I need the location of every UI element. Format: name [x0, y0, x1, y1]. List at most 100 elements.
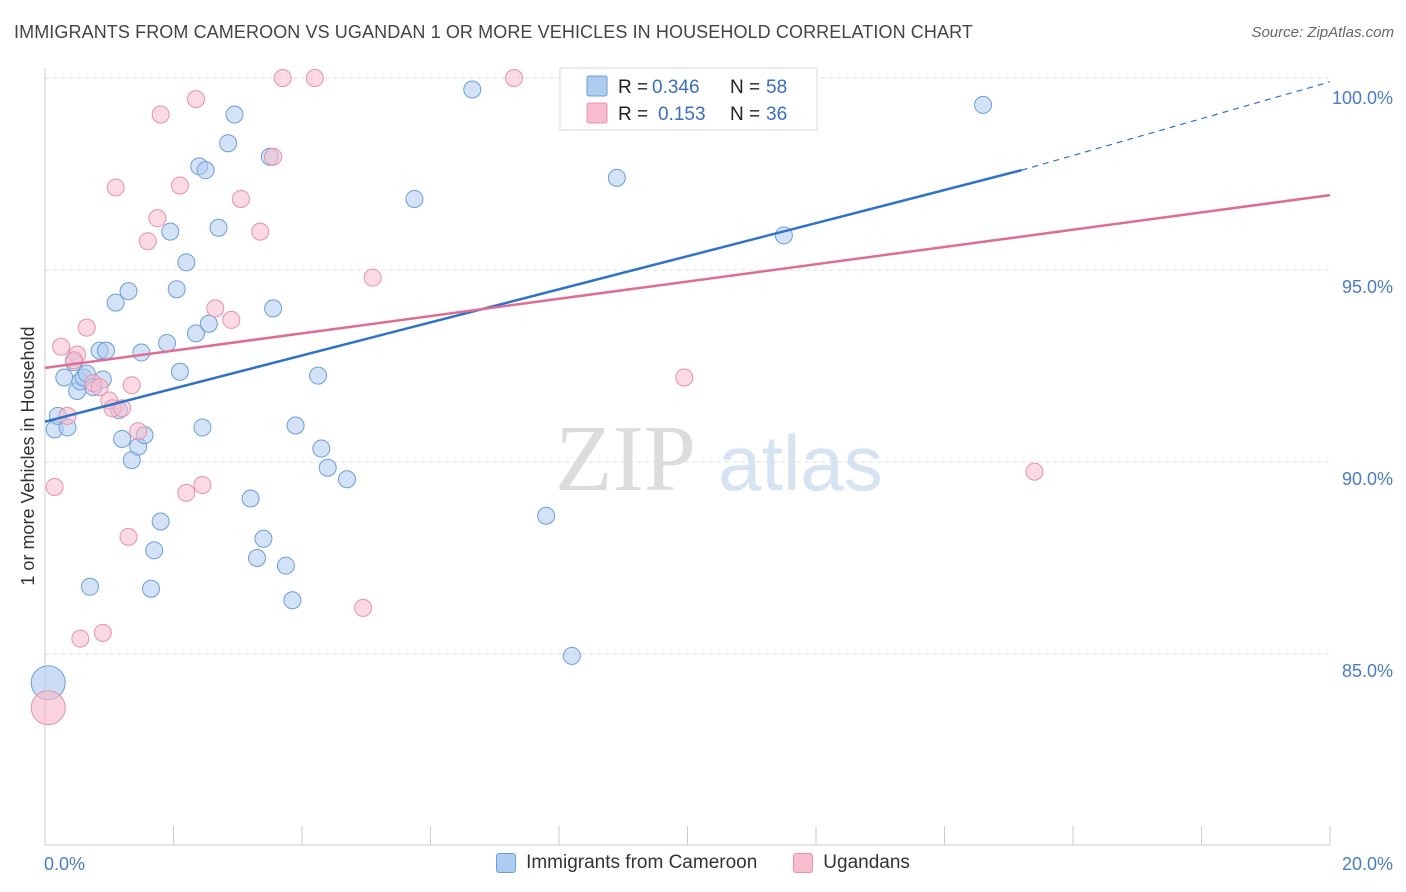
- stats-swatch-blue: [586, 75, 608, 97]
- point-blue-51: [562, 646, 581, 665]
- point-blue-13: [106, 293, 125, 312]
- point-blue-42: [283, 591, 302, 610]
- stats-n-label-1: N =: [730, 77, 760, 98]
- point-pink-35: [64, 351, 83, 370]
- point-pink-32: [505, 69, 524, 87]
- point-blue-25: [167, 280, 186, 299]
- point-pink-19: [170, 176, 189, 195]
- point-pink-7: [90, 378, 109, 397]
- legend-label-cameroon: Immigrants from Cameroon: [526, 852, 758, 873]
- point-blue-40: [264, 299, 283, 318]
- point-blue-19: [132, 343, 151, 362]
- legend-item-cameroon: Immigrants from Cameroon: [496, 852, 757, 874]
- point-pink-34: [1025, 462, 1044, 481]
- x-max-label: 20.0%: [1342, 854, 1393, 874]
- trendline-blue-extension: [1021, 81, 1331, 171]
- point-blue-27: [177, 253, 196, 272]
- point-blue-43: [286, 416, 305, 435]
- point-pink-4: [71, 629, 90, 648]
- stats-swatch-pink: [586, 102, 608, 124]
- point-pink-27: [264, 147, 283, 166]
- point-pink-25: [231, 189, 250, 208]
- point-blue-50: [537, 506, 556, 525]
- y-axis-label: 1 or more Vehicles in Household: [18, 326, 38, 585]
- y-tick-label-100: 100.0%: [1332, 88, 1393, 108]
- stats-r-label-2: R =: [618, 104, 648, 125]
- point-blue-36: [241, 489, 260, 508]
- watermark: ZIP atlas: [555, 407, 883, 511]
- point-pink-11: [106, 178, 125, 197]
- point-blue-35: [225, 105, 244, 124]
- point-blue-31: [196, 161, 215, 180]
- trendline-blue: [44, 168, 1022, 423]
- point-pink-23: [206, 299, 225, 318]
- point-pink-28: [273, 69, 292, 87]
- stats-n-value-2: 36: [766, 104, 787, 125]
- trend-layer: [44, 81, 1331, 423]
- y-tick-label-85: 85.0%: [1342, 661, 1393, 681]
- point-pink-30: [354, 598, 373, 617]
- point-pink-16: [138, 232, 157, 251]
- legend-swatch-blue: [496, 853, 517, 873]
- point-blue-32: [199, 314, 218, 333]
- point-blue-16: [119, 282, 138, 301]
- point-blue-41: [276, 556, 295, 575]
- point-blue-23: [158, 333, 177, 352]
- points-layer: [30, 69, 1044, 726]
- source-label: Source: ZipAtlas.com: [1251, 24, 1394, 41]
- point-blue-12: [97, 341, 116, 360]
- point-pink-33: [675, 368, 694, 387]
- point-blue-33: [209, 218, 228, 237]
- point-blue-48: [405, 189, 424, 208]
- stats-r-label-1: R =: [618, 77, 648, 98]
- point-pink-31: [363, 268, 382, 287]
- grid-layer: [45, 77, 1330, 655]
- point-blue-57: [80, 577, 99, 596]
- point-blue-47: [337, 470, 356, 489]
- point-blue-28: [186, 324, 205, 343]
- point-pink-17: [148, 209, 167, 228]
- legend-item-ugandans: Ugandans: [793, 852, 910, 874]
- y-tick-label-95: 95.0%: [1342, 277, 1393, 297]
- bottom-legend: Immigrants from Cameroon Ugandans: [0, 852, 1406, 874]
- watermark-zip: ZIP: [555, 407, 696, 511]
- point-blue-30: [193, 418, 212, 437]
- point-pink-22: [193, 476, 212, 495]
- point-blue-44: [309, 366, 328, 385]
- point-pink-14: [122, 376, 141, 395]
- point-pink-18: [151, 105, 170, 124]
- legend-label-ugandans: Ugandans: [823, 852, 910, 873]
- point-pink-13: [119, 527, 138, 546]
- point-pink-21: [186, 90, 205, 109]
- point-pink-0: [45, 477, 64, 496]
- axis-layer: 85.0% 90.0% 95.0% 100.0%: [44, 68, 1393, 846]
- point-blue-3: [55, 368, 74, 387]
- point-blue-49: [463, 80, 482, 99]
- stats-n-value-1: 58: [766, 77, 787, 98]
- point-pink-5: [77, 318, 96, 337]
- chart-title: IMMIGRANTS FROM CAMEROON VS UGANDAN 1 OR…: [14, 22, 973, 42]
- stats-n-label-2: N =: [730, 104, 760, 125]
- point-blue-15: [113, 429, 132, 448]
- point-blue-24: [161, 222, 180, 241]
- point-blue-45: [312, 439, 331, 458]
- point-blue-56: [142, 579, 161, 598]
- stats-r-value-2: 0.153: [658, 104, 706, 125]
- point-blue-37: [248, 549, 267, 567]
- point-pink-1: [52, 337, 71, 356]
- trendline-pink: [44, 193, 1331, 370]
- point-pink-24: [222, 310, 241, 329]
- point-blue-52: [607, 168, 626, 187]
- point-pink-large: [30, 690, 66, 726]
- point-blue-21: [145, 541, 164, 560]
- point-pink-26: [251, 222, 270, 241]
- point-blue-38: [254, 529, 273, 548]
- legend-swatch-pink: [793, 853, 814, 873]
- point-pink-15: [129, 422, 148, 441]
- y-tick-label-90: 90.0%: [1342, 469, 1393, 489]
- point-blue-46: [318, 458, 337, 477]
- point-blue-22: [151, 512, 170, 531]
- stats-r-value-1: 0.346: [652, 77, 700, 98]
- point-blue-26: [170, 362, 189, 381]
